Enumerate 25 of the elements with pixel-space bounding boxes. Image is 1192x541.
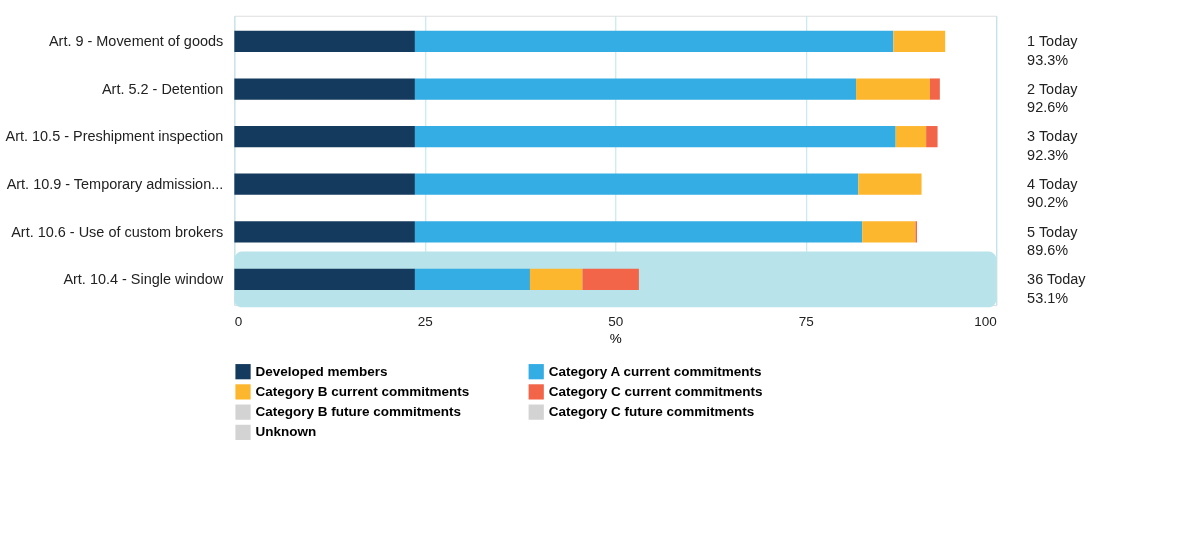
y-tick-label: Art. 10.5 - Preshipment inspection	[5, 128, 224, 145]
legend-label: Category C future commitments	[548, 404, 755, 419]
text: 5 Today 89.6%	[1027, 223, 1079, 258]
x-tick-label: 25	[417, 313, 433, 329]
text: 4 Today 90.2%	[1027, 176, 1079, 211]
x-tick-label: 100	[974, 313, 997, 329]
y-tick-label: Art. 9 - Movement of goods	[48, 33, 224, 50]
y-tick-label: Art. 10.4 - Single window	[63, 271, 224, 288]
y-tick-label: Art. 5.2 - Detention	[101, 80, 224, 97]
legend-label: Category B future commitments	[255, 404, 462, 419]
text: 1 Today 93.3%	[1027, 33, 1079, 68]
text: 36 Today 53.1%	[1027, 271, 1087, 306]
x-tick-label: 75	[798, 313, 814, 329]
legend-label: Category A current commitments	[548, 363, 762, 379]
x-tick-label: 50	[608, 313, 624, 329]
text: 3 Today 92.3%	[1027, 128, 1079, 163]
text: 2 Today 92.6%	[1027, 80, 1079, 116]
legend-label: Developed members	[255, 363, 388, 379]
legend-label: Category C current commitments	[548, 383, 763, 399]
y-tick-label: Art. 10.6 - Use of custom brokers	[11, 223, 224, 240]
x-axis-title: %	[609, 331, 622, 347]
x-tick-label: 0	[234, 313, 243, 329]
legend-label: Category B current commitments	[255, 383, 470, 399]
legend-label: Unknown	[255, 424, 317, 440]
y-tick-label: Art. 10.9 - Temporary admission...	[6, 176, 224, 193]
